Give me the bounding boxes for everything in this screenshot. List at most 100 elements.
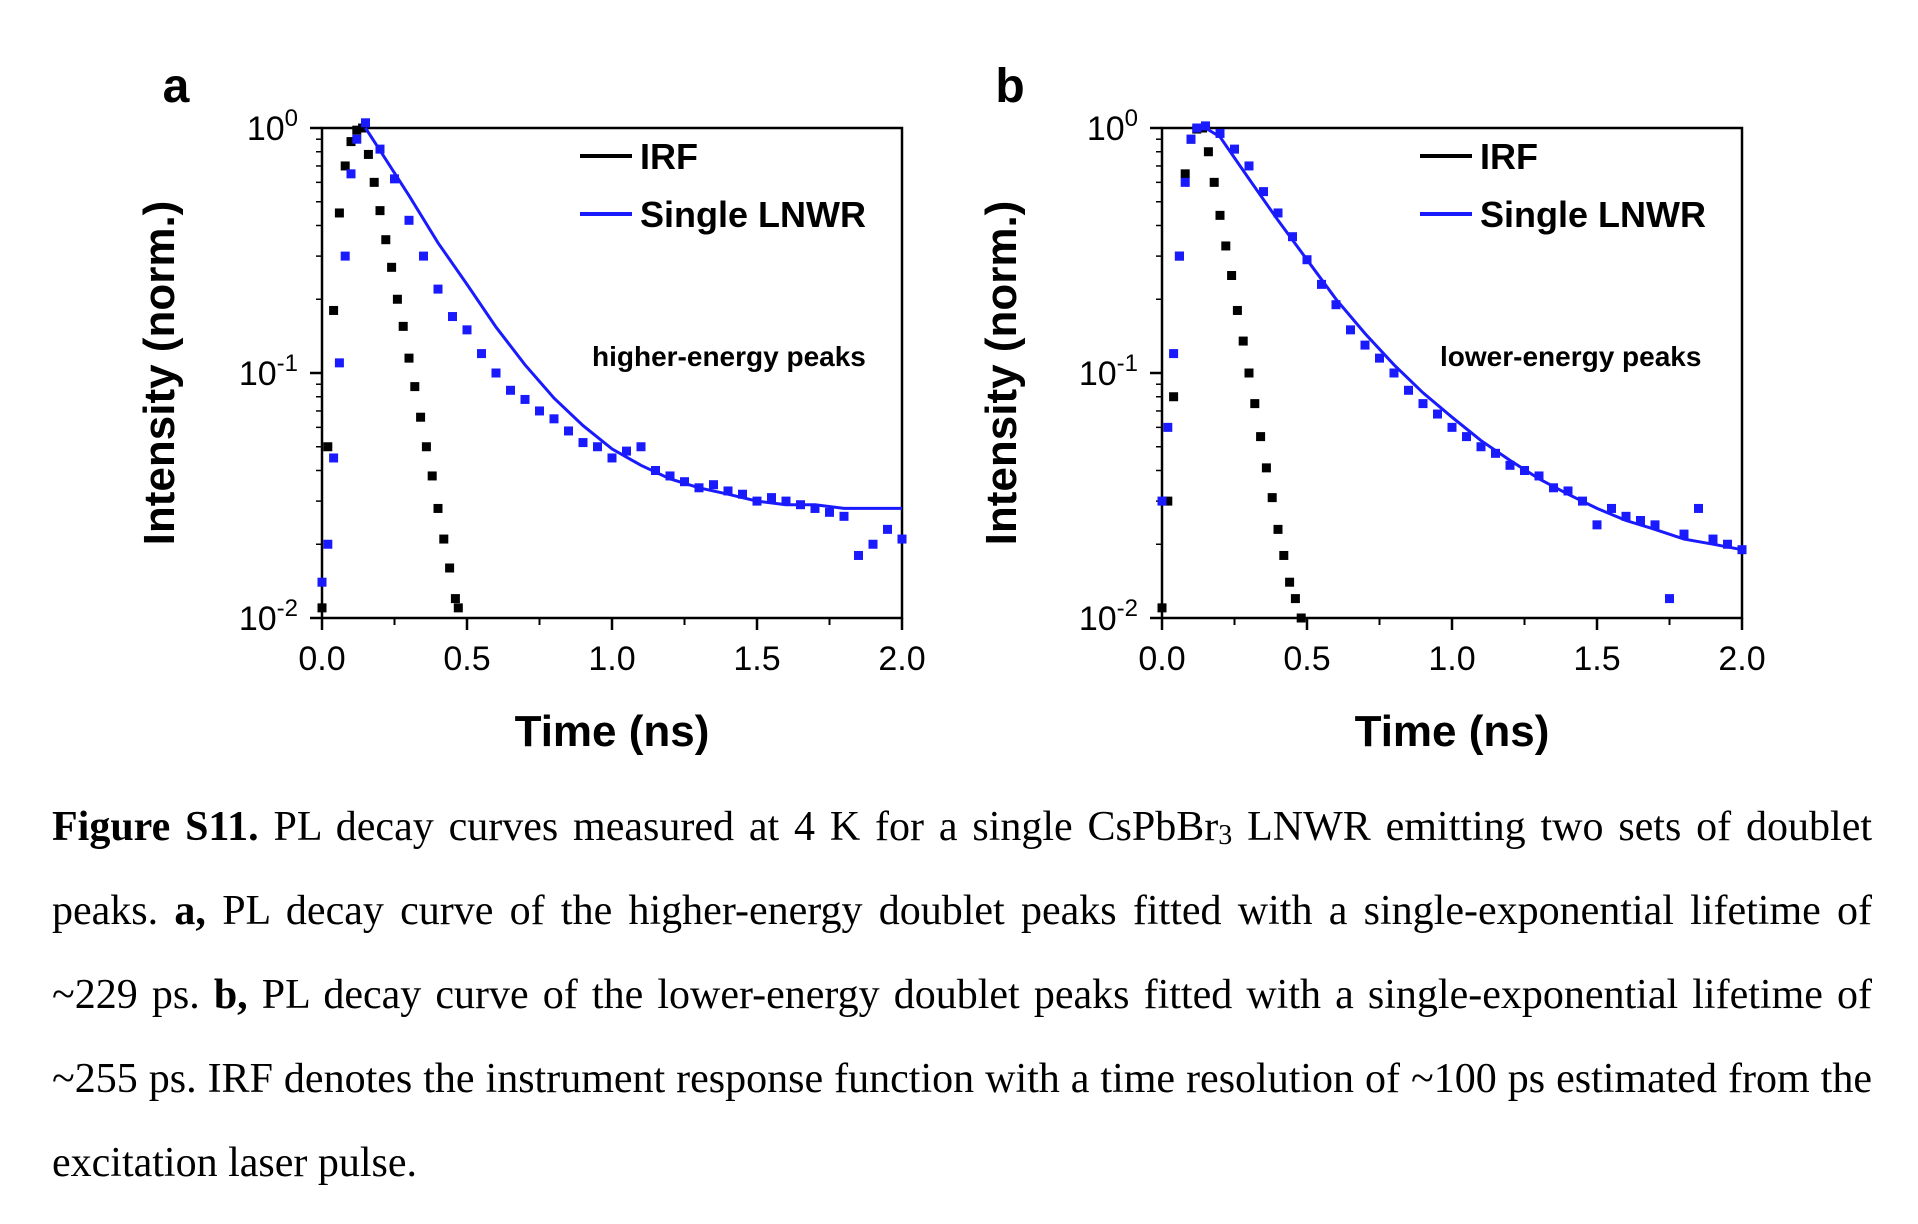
irf-data-point xyxy=(369,177,379,187)
y-tick-label: 10-1 xyxy=(239,350,298,393)
fit-curve xyxy=(364,127,902,510)
lnwr-data-point xyxy=(535,406,544,416)
lnwr-data-point xyxy=(1491,448,1500,458)
lnwr-data-point xyxy=(1607,503,1616,513)
lnwr-data-point xyxy=(491,368,501,378)
lnwr-data-point xyxy=(1273,208,1283,218)
lnwr-data-point xyxy=(665,471,675,481)
lnwr-data-point xyxy=(622,446,631,456)
irf-data-point xyxy=(1238,336,1248,346)
lnwr-data-point xyxy=(1737,545,1747,555)
irf-data-point xyxy=(1244,368,1254,378)
lnwr-data-point xyxy=(1346,325,1355,335)
panel-annotation: lower-energy peaks xyxy=(1440,341,1701,372)
x-tick-label: 0.5 xyxy=(443,640,490,678)
irf-data-point xyxy=(445,563,455,573)
lnwr-data-point xyxy=(854,550,863,560)
lnwr-data-point xyxy=(723,486,733,496)
lnwr-data-point xyxy=(883,524,892,534)
lnwr-data-point xyxy=(1331,300,1341,310)
y-tick-label: 10-2 xyxy=(239,595,298,638)
lnwr-data-point xyxy=(340,251,350,261)
lnwr-data-point xyxy=(1505,460,1515,470)
irf-data-point xyxy=(1279,550,1289,560)
irf-data-point xyxy=(1215,210,1225,220)
irf-data-point xyxy=(1256,432,1266,442)
irf-data-point xyxy=(381,235,391,245)
lnwr-data-point xyxy=(1723,539,1732,549)
lnwr-data-point xyxy=(1476,442,1486,452)
plot-frame xyxy=(320,126,904,620)
lnwr-data-point xyxy=(1665,594,1674,604)
lnwr-data-point xyxy=(636,442,646,452)
irf-data-point xyxy=(453,603,463,613)
x-tick-label: 1.0 xyxy=(1428,640,1475,678)
y-axis-label: Intensity (norm.) xyxy=(977,201,1026,546)
lnwr-data-point xyxy=(317,577,327,587)
y-tick-label: 100 xyxy=(1087,105,1138,148)
panel-a: a Intensity (norm.) Time (ns) 0.0 0.5 1.0 1.5 2… xyxy=(135,60,926,756)
lnwr-data-point xyxy=(767,493,776,503)
lnwr-data-point xyxy=(781,496,791,506)
lnwr-data-point xyxy=(329,453,339,463)
irf-data-point xyxy=(421,442,431,452)
irf-data-point xyxy=(392,294,402,304)
lnwr-data-point xyxy=(825,507,834,517)
irf-data-point xyxy=(1261,463,1271,473)
caption-subscript: 3 xyxy=(1218,820,1233,851)
irf-data-point xyxy=(1267,493,1277,503)
lnwr-data-point xyxy=(323,539,333,549)
irf-data-point xyxy=(427,471,437,481)
caption-panel-a-ref: a, xyxy=(174,888,206,934)
irf-data-point xyxy=(410,382,420,392)
lnwr-data-point xyxy=(334,358,344,368)
irf-data-point xyxy=(416,412,426,422)
irf-data-point xyxy=(1250,399,1260,409)
figure-label: Figure S11. xyxy=(52,804,259,850)
caption-panel-b-ref: b, xyxy=(213,972,248,1018)
irf-data-point xyxy=(346,137,356,147)
lnwr-data-point xyxy=(709,480,718,490)
irf-data-point xyxy=(387,262,397,272)
legend-label: Single LNWR xyxy=(1480,194,1706,235)
lnwr-data-point xyxy=(549,414,559,424)
lnwr-data-point xyxy=(404,215,414,225)
irf-data-point xyxy=(1221,241,1231,251)
caption-text-1: PL decay curves measured at 4 K for a si… xyxy=(273,804,1219,850)
panel-annotation: higher-energy peaks xyxy=(592,341,866,372)
plot-frame xyxy=(1160,126,1744,620)
figure-caption: Figure S11. PL decay curves measured at … xyxy=(52,785,1872,1205)
lnwr-data-point xyxy=(1174,251,1184,261)
lnwr-data-point xyxy=(1180,177,1190,187)
legend-label: IRF xyxy=(1480,136,1538,177)
lnwr-data-point xyxy=(1244,161,1254,171)
lnwr-data-point xyxy=(1534,471,1544,481)
x-axis-label: Time (ns) xyxy=(515,707,710,756)
irf-data-point xyxy=(1180,169,1190,179)
lnwr-data-point xyxy=(564,426,573,436)
panel-label: a xyxy=(163,60,190,113)
lnwr-data-point xyxy=(1650,520,1660,530)
lnwr-data-point xyxy=(419,251,428,261)
lnwr-data-point xyxy=(477,349,486,359)
irf-data-point xyxy=(404,353,414,363)
irf-data-point xyxy=(1209,177,1219,187)
irf-data-point xyxy=(363,149,373,159)
irf-data-point xyxy=(439,534,449,544)
lnwr-data-point xyxy=(1169,349,1179,359)
lnwr-data-point xyxy=(607,453,617,463)
lnwr-data-point xyxy=(839,511,849,521)
irf-data-point xyxy=(1290,594,1300,604)
lnwr-data-point xyxy=(1230,144,1239,154)
panel-b: b Intensity (norm.) Time (ns) 0.0 0.5 1.0 1.5 2… xyxy=(977,60,1766,756)
irf-data-point xyxy=(358,123,368,133)
legend-label: Single LNWR xyxy=(640,194,866,235)
lnwr-data-point xyxy=(1317,279,1326,289)
irf-data-point xyxy=(1273,524,1283,534)
lnwr-data-point xyxy=(1404,385,1413,395)
lnwr-data-point xyxy=(1679,529,1689,539)
lnwr-data-point xyxy=(1288,232,1297,242)
y-axis-label: Intensity (norm.) xyxy=(135,201,184,546)
x-tick-label: 2.0 xyxy=(878,640,925,678)
irf-data-point xyxy=(317,603,327,613)
